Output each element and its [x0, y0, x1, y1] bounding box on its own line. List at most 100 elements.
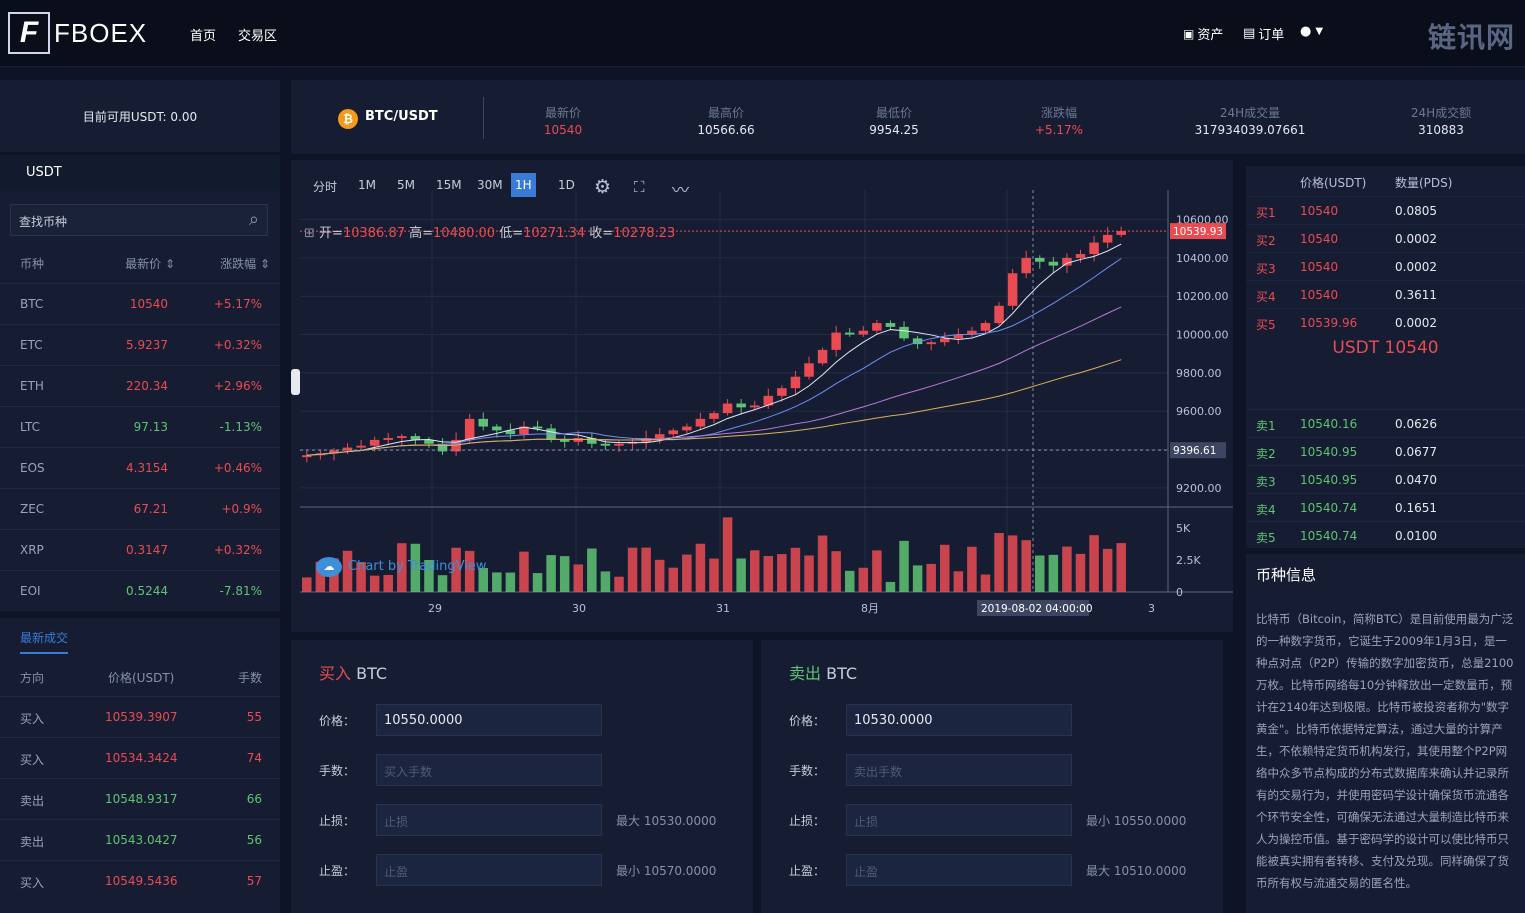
- price-tick: 10000.00: [1176, 329, 1229, 342]
- candle-body: [492, 426, 502, 431]
- volume-tick: 0: [1176, 586, 1183, 599]
- buy-takeprofit-input[interactable]: 止盈: [376, 854, 602, 886]
- time-tick: 29: [428, 602, 442, 615]
- candle-body: [424, 439, 434, 444]
- candle-body: [342, 447, 353, 451]
- sell-qty-input[interactable]: 卖出手数: [846, 754, 1072, 786]
- col-price[interactable]: 最新价 ⇕: [125, 257, 175, 271]
- orders-link[interactable]: ▤ 订单: [1243, 24, 1284, 43]
- market-row[interactable]: ZEC 67.21 +0.9%: [0, 488, 280, 529]
- candle-body: [790, 376, 801, 389]
- pair-name[interactable]: BTC/USDT: [365, 109, 438, 124]
- market-row[interactable]: EOS 4.3154 +0.46%: [0, 447, 280, 488]
- market-price: 97.13: [133, 420, 168, 434]
- trade-direction: 卖出: [20, 794, 45, 808]
- candle-body: [749, 405, 760, 408]
- chevron-down-icon: ▼: [1315, 26, 1324, 37]
- ma-line-mid: [306, 258, 1122, 456]
- user-menu[interactable]: ● ▼: [1300, 24, 1323, 39]
- logo[interactable]: F FBOEX: [8, 12, 147, 54]
- orderbook-row[interactable]: 买2 10540 0.0002: [1246, 224, 1525, 252]
- timeframe-1D[interactable]: 1D: [558, 178, 575, 192]
- fullscreen-icon[interactable]: ⛶: [634, 178, 645, 196]
- time-tick: 30: [572, 602, 586, 615]
- ob-qty: 0.0002: [1395, 260, 1437, 274]
- candle-body: [451, 439, 461, 452]
- orderbook-row[interactable]: 买1 10540 0.0805: [1246, 196, 1525, 224]
- market-row[interactable]: LTC 97.13 -1.13%: [0, 406, 280, 447]
- volume-bar: [1102, 548, 1113, 592]
- candle-body: [397, 436, 407, 439]
- settings-icon[interactable]: ⚙: [594, 176, 612, 198]
- buy-form: 买入 BTC 价格： 10550.0000 手数： 买入手数 止损： 止损 最大…: [291, 640, 753, 913]
- price-chart[interactable]: 9200.009400.009600.009800.0010000.001020…: [291, 160, 1233, 632]
- market-change: +0.46%: [213, 461, 262, 475]
- orderbook-row[interactable]: 卖4 10540.74 0.1651: [1246, 493, 1525, 521]
- orderbook-row[interactable]: 卖2 10540.95 0.0677: [1246, 437, 1525, 465]
- buy-tp-label: 止盈：: [319, 864, 356, 878]
- tradingview-attribution[interactable]: ☁ Chart by TradingView: [316, 557, 486, 577]
- info-text: 比特币（Bitcoin，简称BTC）是目前使用最为广泛的一种数字货币，它诞生于2…: [1256, 612, 1514, 890]
- sell-price-input[interactable]: 10530.0000: [846, 704, 1072, 736]
- ob-qty: 0.3611: [1395, 288, 1437, 302]
- attribution-text: Chart by TradingView: [348, 559, 487, 574]
- ma-line-long: [306, 306, 1122, 456]
- buy-qty-input[interactable]: 买入手数: [376, 754, 602, 786]
- market-row[interactable]: EOI 0.5244 -7.81%: [0, 570, 280, 611]
- trade-direction: 买入: [20, 712, 45, 726]
- orderbook-row[interactable]: 卖5 10540.74 0.0100: [1246, 521, 1525, 549]
- volume-bar: [600, 571, 611, 592]
- volume-bar: [587, 548, 597, 592]
- orderbook-row[interactable]: 买4 10540 0.3611: [1246, 280, 1525, 308]
- logo-mark: F: [8, 12, 50, 54]
- indicator-icon[interactable]: 〰: [672, 181, 689, 201]
- volume-bar: [573, 564, 584, 592]
- timeframe-30M[interactable]: 30M: [477, 178, 503, 192]
- tab-usdt[interactable]: USDT: [0, 155, 280, 189]
- sell-takeprofit-input[interactable]: 止盈: [846, 854, 1072, 886]
- assets-link[interactable]: ▣ 资产: [1183, 24, 1223, 44]
- wallet-icon: ▣: [1183, 26, 1195, 41]
- col-change[interactable]: 涨跌幅 ⇕: [220, 257, 270, 271]
- volume-bar: [464, 550, 475, 592]
- orderbook-row[interactable]: 买3 10540 0.0002: [1246, 252, 1525, 280]
- orderbook-row[interactable]: 卖3 10540.95 0.0470: [1246, 465, 1525, 493]
- candle-body: [994, 305, 1004, 324]
- nav-trade[interactable]: 交易区: [238, 29, 278, 44]
- volume-bar: [980, 574, 991, 592]
- volume-bar: [1116, 543, 1126, 592]
- nav-home[interactable]: 首页: [190, 29, 217, 44]
- candle-body: [383, 438, 393, 440]
- buy-stoploss-input[interactable]: 止损: [376, 804, 602, 836]
- market-row[interactable]: XRP 0.3147 +0.32%: [0, 529, 280, 570]
- timeframe-5M[interactable]: 5M: [397, 178, 415, 192]
- orderbook-row[interactable]: 卖1 10540.16 0.0626: [1246, 409, 1525, 437]
- open-label: 开=: [319, 226, 343, 241]
- candlestick-chart[interactable]: 9200.009400.009600.009800.0010000.001020…: [291, 160, 1233, 632]
- search-icon[interactable]: ⌕: [248, 209, 259, 230]
- sell-tp-label: 止盈：: [789, 864, 826, 878]
- buy-price-input[interactable]: 10550.0000: [376, 704, 602, 736]
- tab-latest-trades[interactable]: 最新成交: [20, 629, 69, 654]
- market-row[interactable]: ETC 5.9237 +0.32%: [0, 324, 280, 365]
- candle-body: [953, 334, 964, 339]
- search-input[interactable]: 查找币种 ⌕: [10, 204, 268, 236]
- market-price: 67.21: [133, 502, 168, 516]
- market-row[interactable]: ETH 220.34 +2.96%: [0, 365, 280, 406]
- sell-stoploss-input[interactable]: 止损: [846, 804, 1072, 836]
- timeframe-15M[interactable]: 15M: [436, 178, 462, 192]
- col-coin[interactable]: 币种: [20, 257, 45, 271]
- timeframe-分时[interactable]: 分时: [313, 180, 338, 194]
- candle-body: [1102, 234, 1113, 243]
- collapse-icon[interactable]: ⊞: [304, 226, 315, 241]
- market-coin: XRP: [20, 543, 44, 557]
- ob-price: 10540: [1300, 232, 1339, 246]
- orderbook-row[interactable]: 买5 10539.96 0.0002: [1246, 308, 1525, 336]
- candle-body: [695, 418, 706, 427]
- timeframe-1M[interactable]: 1M: [358, 178, 376, 192]
- volume-bar: [519, 551, 529, 592]
- timeframe-1H[interactable]: 1H: [511, 173, 536, 197]
- trade-row: 买入 10539.3907 55: [0, 696, 280, 737]
- candle-body: [356, 445, 366, 448]
- market-row[interactable]: BTC 10540 +5.17%: [0, 283, 280, 324]
